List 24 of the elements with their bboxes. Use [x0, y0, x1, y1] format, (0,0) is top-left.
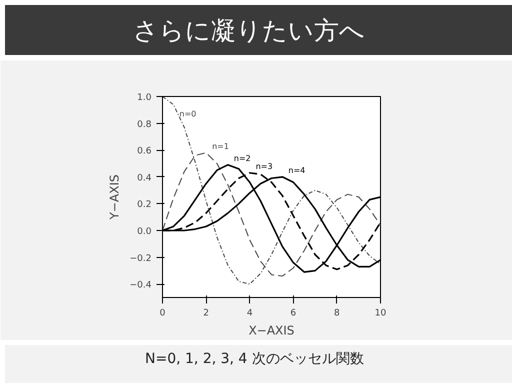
- series-label: n=0: [179, 110, 196, 119]
- x-tick-label: 10: [374, 308, 386, 318]
- x-tick-label: 2: [203, 308, 209, 318]
- series-label: n=3: [256, 162, 273, 171]
- y-tick-label: 1.0: [137, 93, 152, 103]
- series-label: n=2: [234, 154, 251, 163]
- x-tick-label: 6: [290, 308, 296, 318]
- series-label: n=1: [212, 142, 229, 151]
- y-tick-label: 0.6: [137, 146, 152, 157]
- y-tick-label: 0.4: [137, 173, 152, 184]
- y-tick-label: −0.4: [130, 280, 152, 291]
- line-series: [162, 96, 380, 285]
- y-tick-label: 0.0: [137, 227, 152, 237]
- x-tick-label: 4: [246, 308, 253, 318]
- text: N=0, 1, 2, 3, 4 次のベッセル関数: [145, 350, 364, 369]
- y-tick-label: 0.8: [137, 120, 152, 130]
- series-label: n=4: [288, 166, 306, 175]
- y-axis-title: Y−AXIS: [108, 174, 122, 220]
- chart-title: さらに凝りたい方へ: [133, 15, 365, 47]
- x-tick-label: 0: [160, 308, 166, 318]
- x-axis-title: X−AXIS: [248, 324, 294, 338]
- x-tick-label: 8: [334, 308, 340, 318]
- y-tick-label: 0.2: [137, 200, 152, 210]
- y-tick-label: −0.2: [130, 254, 152, 264]
